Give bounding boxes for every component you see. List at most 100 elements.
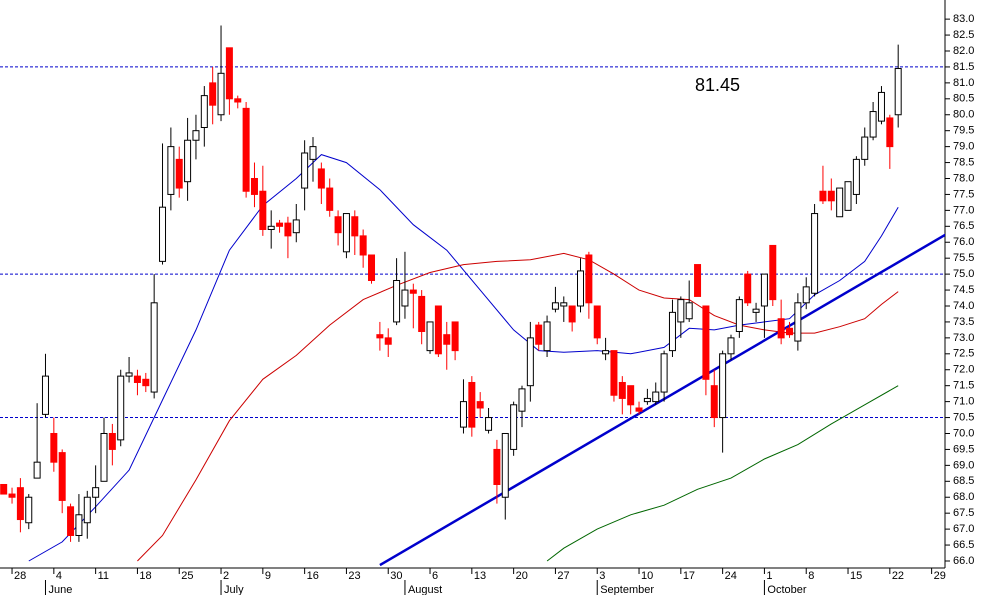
candle-body — [142, 378, 150, 387]
candle-body — [259, 190, 267, 230]
candle-body — [175, 158, 183, 189]
y-tick-label: 82.0 — [953, 45, 974, 57]
y-tick-label: 73.0 — [953, 332, 974, 344]
y-tick-label: 74.0 — [953, 300, 974, 312]
candle-body — [894, 68, 902, 116]
x-tick-label: 16 — [307, 570, 319, 582]
candle-body — [418, 295, 426, 332]
x-tick-label: 4 — [56, 570, 62, 582]
candle-body — [401, 289, 409, 307]
y-tick-label: 77.5 — [953, 188, 974, 200]
candle-body — [0, 483, 8, 495]
y-tick-label: 69.5 — [953, 443, 974, 455]
candle-body — [443, 334, 451, 345]
candle-body — [309, 146, 317, 160]
y-tick-label: 81.0 — [953, 77, 974, 89]
candle-body — [100, 432, 108, 482]
x-tick-label: 25 — [181, 570, 193, 582]
y-tick-label: 67.5 — [953, 507, 974, 519]
y-tick-label: 67.0 — [953, 523, 974, 535]
candle-body — [334, 216, 342, 234]
candle-body — [660, 353, 668, 393]
candle-body — [200, 95, 208, 128]
y-tick-label: 68.5 — [953, 475, 974, 487]
candle-body — [83, 496, 91, 524]
y-tick-label: 78.0 — [953, 172, 974, 184]
candle-body — [217, 72, 225, 116]
candle-body — [568, 305, 576, 323]
month-label: August — [408, 584, 442, 595]
candle-body — [67, 506, 75, 536]
candle-body — [451, 321, 459, 352]
candle-body — [643, 397, 651, 403]
candle-body — [276, 222, 284, 227]
candle-body — [159, 206, 167, 262]
candle-body — [250, 177, 258, 195]
moving-average — [546, 385, 899, 562]
x-tick-label: 30 — [390, 570, 402, 582]
x-tick-label: 6 — [432, 570, 438, 582]
y-tick-label: 73.5 — [953, 316, 974, 328]
candle-body — [468, 381, 476, 428]
x-tick-label: 23 — [348, 570, 360, 582]
candle-body — [209, 82, 217, 106]
candle-body — [844, 181, 852, 211]
month-label: June — [48, 584, 72, 595]
candle-body — [351, 216, 359, 237]
candle-body — [819, 190, 827, 202]
x-tick-label: 18 — [139, 570, 151, 582]
candle-body — [668, 311, 676, 352]
candle-body — [677, 299, 685, 323]
candle-body — [16, 487, 24, 521]
candle-body — [133, 375, 141, 383]
candle-body — [75, 514, 83, 536]
x-tick-label: 29 — [934, 570, 946, 582]
candle-body — [702, 305, 710, 380]
candle-body — [577, 270, 585, 307]
candle-body — [727, 337, 735, 355]
month-label: July — [224, 584, 244, 595]
candle-body — [543, 321, 551, 352]
candle-body — [760, 273, 768, 307]
candle-body — [192, 130, 200, 141]
candle-body — [752, 308, 760, 313]
candle-body — [719, 353, 727, 419]
candle-body — [501, 432, 509, 498]
candle-body — [602, 350, 610, 355]
y-tick-label: 79.0 — [953, 141, 974, 153]
candle-body — [786, 327, 794, 336]
y-tick-label: 77.0 — [953, 204, 974, 216]
month-label: October — [767, 584, 806, 595]
month-label: September — [600, 584, 654, 595]
candle-body — [8, 493, 16, 498]
x-tick-label: 20 — [516, 570, 528, 582]
candle-body — [184, 139, 192, 183]
candle-body — [802, 286, 810, 304]
candle-body — [886, 117, 894, 148]
candle-body — [585, 254, 593, 304]
y-tick-label: 80.0 — [953, 109, 974, 121]
x-tick-label: 8 — [808, 570, 814, 582]
y-tick-label: 66.0 — [953, 555, 974, 567]
candle-body — [50, 432, 58, 463]
candle-body — [376, 334, 384, 339]
candle-body — [852, 158, 860, 195]
y-tick-label: 71.5 — [953, 380, 974, 392]
candle-body — [685, 302, 693, 320]
candle-body — [560, 302, 568, 307]
candle-body — [368, 254, 376, 281]
candle-body — [267, 225, 275, 230]
moving-average — [28, 154, 899, 562]
y-tick-label: 72.0 — [953, 364, 974, 376]
candle-body — [794, 302, 802, 342]
candle-body — [58, 452, 66, 501]
candle-body — [518, 388, 526, 412]
candle-body — [108, 432, 116, 450]
candle-body — [493, 448, 501, 485]
candle-body — [869, 111, 877, 138]
candle-body — [635, 407, 643, 412]
candle-body — [618, 381, 626, 399]
candle-body — [735, 299, 743, 332]
candle-body — [510, 404, 518, 450]
